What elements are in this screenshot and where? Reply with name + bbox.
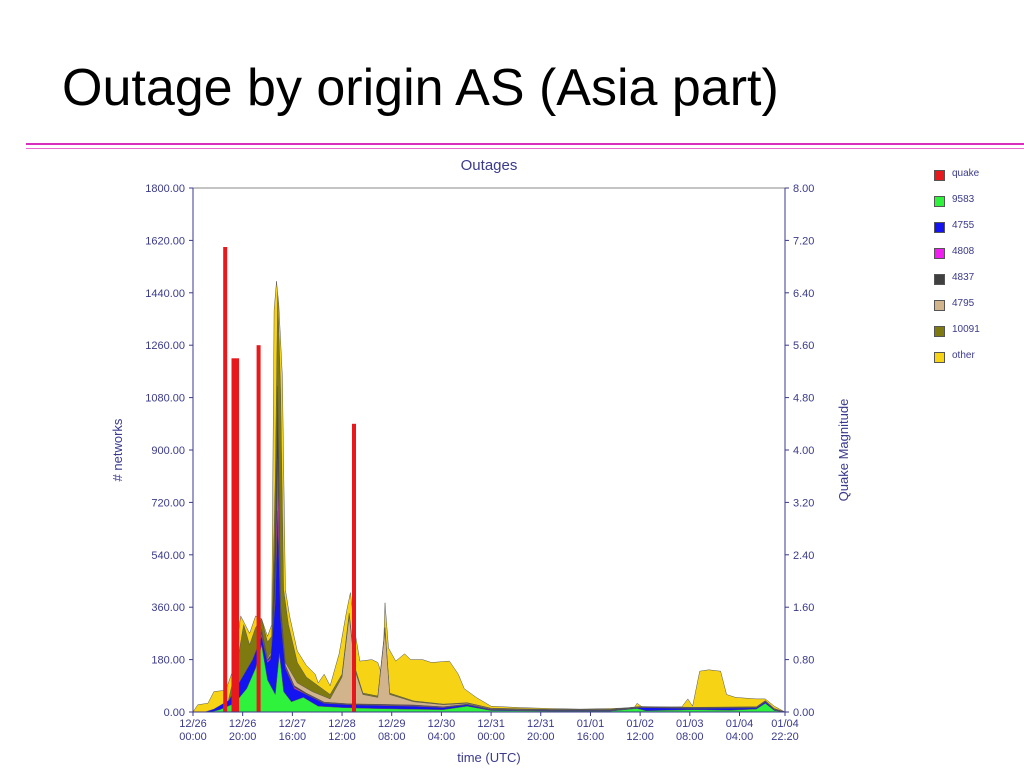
y-tick-label: 180.00: [151, 655, 185, 667]
legend-swatch: [934, 326, 945, 337]
x-tick-label: 22:20: [771, 731, 799, 743]
legend-swatch: [934, 196, 945, 207]
x-tick-label: 04:00: [726, 731, 754, 743]
legend-swatch: [934, 170, 945, 181]
area-series-9583: [210, 644, 786, 713]
x-tick-label: 12:00: [328, 731, 356, 743]
y2-tick-label: 3.20: [793, 497, 814, 509]
x-tick-label: 08:00: [378, 731, 406, 743]
legend-swatch: [934, 274, 945, 285]
y2-tick-label: 0.80: [793, 655, 814, 667]
x-tick-label: 16:00: [577, 731, 605, 743]
x-tick-label: 16:00: [279, 731, 307, 743]
y-tick-label: 1440.00: [145, 288, 185, 300]
y2-tick-label: 8.00: [793, 183, 814, 195]
y-tick-label: 1260.00: [145, 340, 185, 352]
legend-swatch: [934, 352, 945, 363]
y-tick-label: 540.00: [151, 550, 185, 562]
title-divider-secondary: [26, 148, 1024, 149]
legend-label: 4755: [952, 220, 975, 231]
quake-bars: [223, 247, 356, 712]
legend-label: 4808: [952, 246, 975, 257]
x-tick-label: 00:00: [179, 731, 207, 743]
x-tick-label: 12/31: [527, 718, 555, 730]
y2-tick-label: 7.20: [793, 235, 814, 247]
y2-tick-label: 2.40: [793, 550, 814, 562]
x-tick-label: 01/04: [771, 718, 799, 730]
legend-label: 4795: [952, 298, 975, 309]
x-tick-label: 01/01: [577, 718, 605, 730]
y2-tick-label: 0.00: [793, 707, 814, 719]
y2-tick-label: 4.80: [793, 393, 814, 405]
x-tick-label: 12/31: [477, 718, 505, 730]
legend-swatch: [934, 222, 945, 233]
slide-title: Outage by origin AS (Asia part): [62, 59, 779, 117]
x-tick-label: 01/02: [626, 718, 654, 730]
x-tick-label: 12:00: [626, 731, 654, 743]
x-tick-label: 12/27: [279, 718, 307, 730]
y2-tick-label: 1.60: [793, 602, 814, 614]
x-tick-label: 00:00: [477, 731, 505, 743]
legend-swatch: [934, 300, 945, 311]
x-tick-label: 08:00: [676, 731, 704, 743]
legend-label: 9583: [952, 194, 975, 205]
y-tick-label: 1620.00: [145, 235, 185, 247]
legend-label: other: [952, 350, 975, 361]
x-tick-label: 12/26: [179, 718, 207, 730]
x-axis-label: time (UTC): [457, 750, 521, 765]
x-tick-label: 20:00: [527, 731, 555, 743]
x-tick-label: 01/03: [676, 718, 704, 730]
quake-bar: [256, 345, 261, 712]
y-tick-label: 0.00: [164, 707, 185, 719]
y2-tick-label: 5.60: [793, 340, 814, 352]
y-tick-label: 360.00: [151, 602, 185, 614]
quake-bar: [231, 358, 236, 712]
axes: 0.00 180.00 360.00 540.00 720.00 900.00 1080.0…: [145, 183, 814, 743]
series-areas: [192, 281, 786, 713]
legend-label: 10091: [952, 324, 980, 335]
x-tick-label: 12/26: [229, 718, 257, 730]
chart-title: Outages: [461, 157, 518, 174]
quake-bar: [352, 423, 356, 712]
y2-axis-label: Quake Magnitude: [836, 399, 851, 502]
x-tick-label: 20:00: [229, 731, 257, 743]
y2-tick-label: 6.40: [793, 288, 814, 300]
y-tick-label: 1080.00: [145, 393, 185, 405]
y-tick-label: 1800.00: [145, 183, 185, 195]
y-tick-label: 900.00: [151, 445, 185, 457]
y-tick-label: 720.00: [151, 497, 185, 509]
y-axis-label: # networks: [110, 418, 125, 481]
x-tick-label: 12/29: [378, 718, 406, 730]
title-divider: [26, 143, 1024, 145]
quake-bar: [235, 358, 240, 712]
y2-tick-label: 4.00: [793, 445, 814, 457]
x-tick-label: 01/04: [726, 718, 754, 730]
x-tick-label: 12/30: [428, 718, 456, 730]
legend-label: quake: [952, 168, 980, 179]
quake-bar: [223, 247, 228, 712]
x-tick-label: 04:00: [428, 731, 456, 743]
legend-swatch: [934, 248, 945, 259]
x-tick-label: 12/28: [328, 718, 356, 730]
legend-label: 4837: [952, 272, 975, 283]
